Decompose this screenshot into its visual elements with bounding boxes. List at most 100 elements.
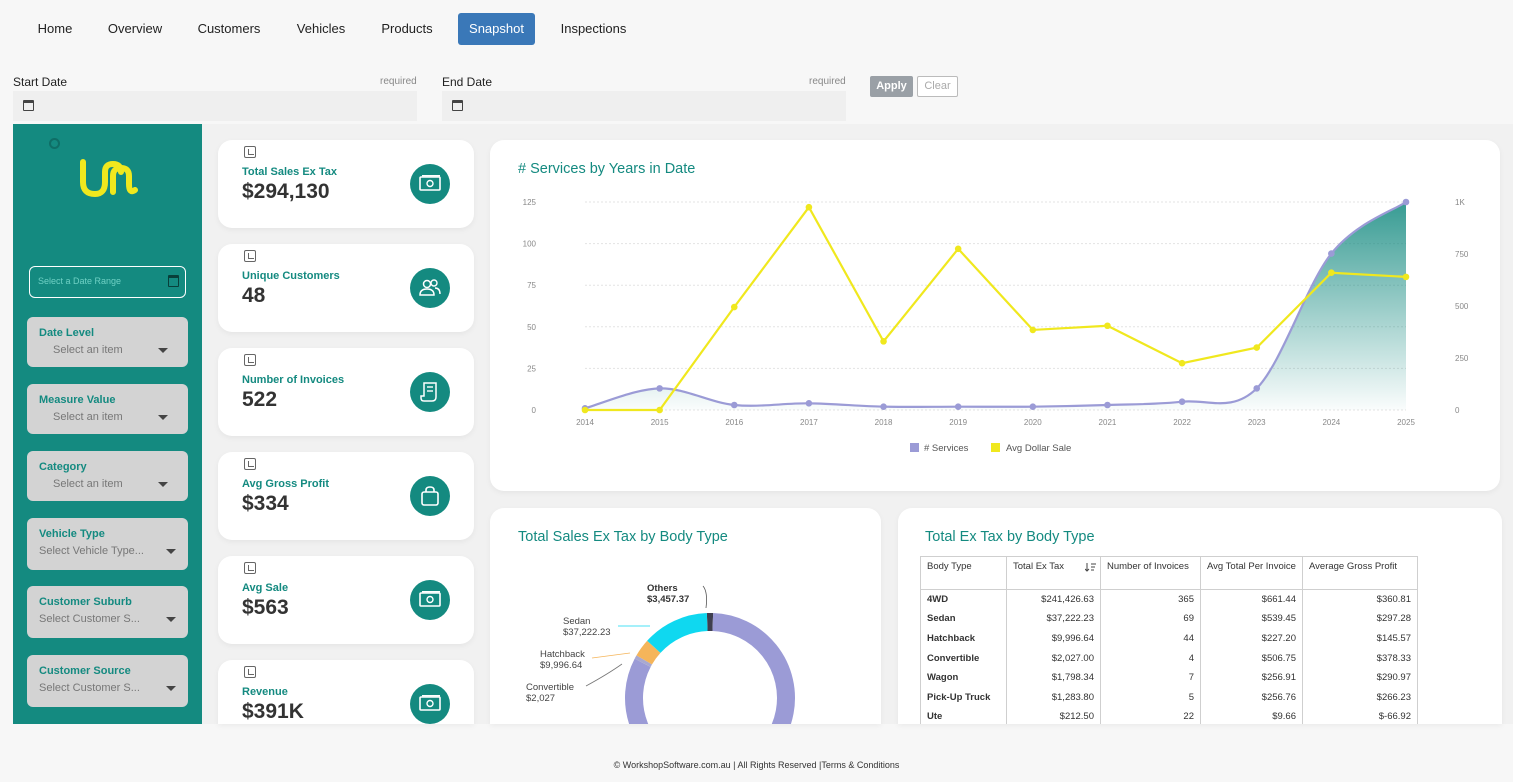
table-cell: $1,798.34: [1006, 667, 1101, 688]
services-point: [730, 401, 738, 409]
data-label-name: Others: [647, 583, 678, 594]
table-cell: $145.57: [1302, 628, 1418, 649]
data-label-value: $37,222.23: [563, 627, 611, 638]
services-point: [1253, 385, 1261, 392]
expand-icon[interactable]: [244, 250, 256, 262]
calendar-icon: [168, 275, 179, 287]
customer-source-select[interactable]: Customer Source Select Customer S...: [27, 655, 188, 707]
customer-source-value: Select Customer S...: [39, 682, 140, 694]
table-cell: $256.91: [1200, 667, 1303, 688]
avg-sale-point: [1178, 359, 1186, 367]
kpi-total-sales: Total Sales Ex Tax $294,130: [218, 140, 474, 228]
col-header-avg-total-per-invoice[interactable]: Avg Total Per Invoice: [1200, 556, 1303, 590]
expand-icon[interactable]: [244, 146, 256, 158]
expand-icon[interactable]: [244, 458, 256, 470]
sort-icon[interactable]: [1085, 562, 1096, 572]
date-level-select[interactable]: Date Level Select an item: [27, 317, 188, 367]
measure-value-select[interactable]: Measure Value Select an item: [27, 384, 188, 434]
x-tick-label: 2017: [800, 418, 818, 427]
table-cell: $2,027.00: [1006, 648, 1101, 668]
y2-tick-label: 0: [1455, 406, 1460, 415]
table-row[interactable]: Convertible $2,027.00 4 $506.75 $378.33: [920, 648, 1418, 668]
gear-icon[interactable]: [49, 138, 60, 149]
cash-icon: [410, 684, 450, 724]
legend-swatch-avg-sale: [991, 443, 1000, 452]
services-point: [656, 385, 663, 392]
category-label: Category: [39, 461, 87, 473]
table-cell: $241,426.63: [1006, 589, 1101, 610]
chevron-down-icon: [166, 617, 176, 622]
table-row[interactable]: Pick-Up Truck $1,283.80 5 $256.76 $266.23: [920, 687, 1418, 708]
kpi-revenue: Revenue $391K: [218, 660, 474, 724]
table-cell: $227.20: [1200, 628, 1303, 649]
kpi-value: $294,130: [242, 180, 330, 203]
kpi-title: Avg Gross Profit: [242, 478, 329, 490]
kpi-title: Avg Sale: [242, 582, 289, 594]
kpi-value: 522: [242, 388, 278, 411]
data-label-name: Sedan: [563, 616, 590, 627]
start-date-input[interactable]: [13, 91, 417, 121]
calendar-icon: [452, 100, 463, 111]
kpi-value: $391K: [242, 700, 304, 723]
customer-suburb-select[interactable]: Customer Suburb Select Customer S...: [27, 586, 188, 638]
legend-label-avg-sale: Avg Dollar Sale: [1006, 443, 1071, 454]
col-header-number-of-invoices[interactable]: Number of Invoices: [1100, 556, 1201, 590]
customer-suburb-label: Customer Suburb: [39, 596, 132, 608]
table-cell: $539.45: [1200, 609, 1303, 629]
kpi-title: Total Sales Ex Tax: [242, 166, 337, 178]
nav-home[interactable]: Home: [37, 21, 73, 36]
nav-products[interactable]: Products: [381, 21, 433, 36]
avg-sale-point: [656, 406, 663, 414]
x-tick-label: 2015: [651, 418, 669, 427]
vehicle-type-select[interactable]: Vehicle Type Select Vehicle Type...: [27, 518, 188, 570]
nav-overview[interactable]: Overview: [107, 21, 163, 36]
col-header-average-gross-profit[interactable]: Average Gross Profit: [1302, 556, 1418, 590]
category-select[interactable]: Category Select an item: [27, 451, 188, 501]
expand-icon[interactable]: [244, 354, 256, 366]
cash-icon: [410, 580, 450, 620]
col-header-total-ex-tax[interactable]: Total Ex Tax: [1006, 556, 1101, 590]
apply-button[interactable]: Apply: [870, 76, 913, 97]
body-type-donut-chart: Others$3,457.37Sedan$37,222.23Hatchback$…: [526, 583, 795, 724]
table-row[interactable]: 4WD $241,426.63 365 $661.44 $360.81: [920, 589, 1418, 610]
nav-vehicles[interactable]: Vehicles: [296, 21, 346, 36]
table-row[interactable]: Ute $212.50 22 $9.66 $-66.92: [920, 707, 1418, 724]
expand-icon[interactable]: [244, 666, 256, 678]
avg-sale-point: [880, 338, 887, 345]
x-tick-label: 2024: [1322, 418, 1340, 427]
data-label-value: $3,457.37: [647, 594, 689, 605]
data-label-name: Convertible: [526, 682, 574, 693]
kpi-number-of-invoices: Number of Invoices 522: [218, 348, 474, 436]
clear-button[interactable]: Clear: [917, 76, 958, 97]
end-date-input[interactable]: [442, 91, 846, 121]
col-header-body-type[interactable]: Body Type: [920, 556, 1007, 590]
ex-tax-table-panel: Total Ex Tax by Body Type Body Type Tota…: [898, 508, 1502, 724]
col-header-label: Total Ex Tax: [1013, 561, 1065, 572]
date-range-input[interactable]: Select a Date Range: [29, 266, 186, 298]
x-tick-label: 2020: [1024, 418, 1042, 427]
invoice-icon: [410, 372, 450, 412]
x-tick-label: 2016: [725, 418, 743, 427]
y2-tick-label: 250: [1455, 354, 1469, 363]
leader-line: [702, 585, 707, 609]
category-value: Select an item: [53, 478, 123, 490]
kpi-unique-customers: Unique Customers 48: [218, 244, 474, 332]
x-tick-label: 2014: [576, 418, 594, 427]
table-row[interactable]: Sedan $37,222.23 69 $539.45 $297.28: [920, 609, 1418, 629]
users-icon: [410, 268, 450, 308]
table-cell: $290.97: [1302, 667, 1418, 688]
table-row[interactable]: Hatchback $9,996.64 44 $227.20 $145.57: [920, 628, 1418, 649]
table-cell: $-66.92: [1302, 707, 1418, 724]
nav-inspections[interactable]: Inspections: [560, 21, 627, 36]
kpi-avg-sale: Avg Sale $563: [218, 556, 474, 644]
leader-line: [591, 652, 631, 659]
nav-customers[interactable]: Customers: [197, 21, 261, 36]
y2-tick-label: 1K: [1455, 198, 1465, 207]
table-cell: $212.50: [1006, 707, 1101, 724]
table-row[interactable]: Wagon $1,798.34 7 $256.91 $290.97: [920, 667, 1418, 688]
nav-snapshot[interactable]: Snapshot: [458, 13, 535, 45]
expand-icon[interactable]: [244, 562, 256, 574]
table-cell: $9.66: [1200, 707, 1303, 724]
table-cell: $297.28: [1302, 609, 1418, 629]
donut-slice-convertible: [634, 655, 653, 667]
